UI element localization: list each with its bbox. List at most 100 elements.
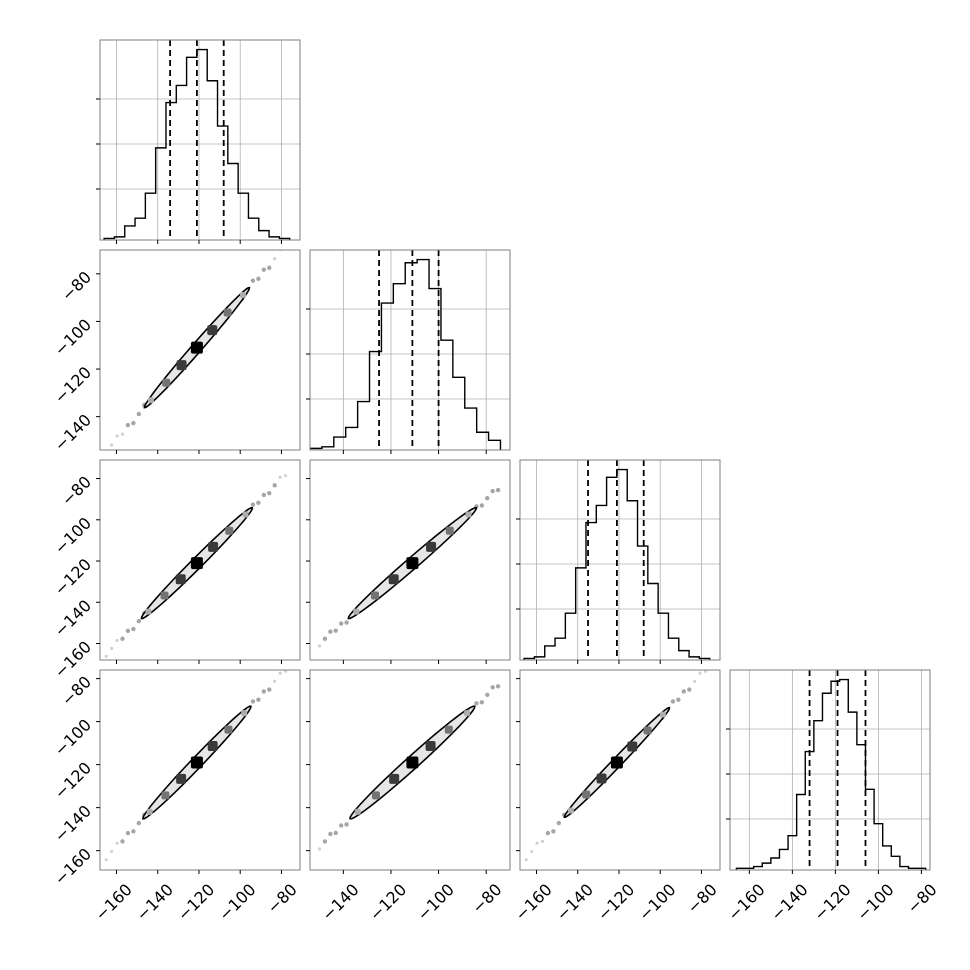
density-cell-3-0-2	[176, 773, 187, 784]
ytick-label-row2-0: −160	[51, 637, 96, 682]
ytick-label-row1-2: −100	[51, 315, 96, 360]
scatter-point-3-2-4	[545, 830, 551, 836]
scatter-point-1-0-33	[284, 246, 287, 249]
scatter-point-3-2-32	[698, 671, 702, 675]
scatter-point-3-2-2	[535, 841, 539, 845]
ytick-label-row1-3: −80	[58, 267, 95, 304]
scatter-point-3-1-3	[333, 830, 338, 836]
density-cell-3-2-4	[627, 741, 638, 752]
xtick-label-col1-1: −120	[366, 880, 411, 925]
ytick-label-row2-2: −120	[51, 555, 96, 600]
xtick-label-col1-3: −80	[468, 880, 505, 917]
scatter-point-3-1-2	[328, 831, 333, 837]
scatter-point-3-2-1	[530, 849, 534, 854]
scatter-point-1-0-6	[136, 411, 142, 417]
scatter-point-2-1-31	[485, 496, 490, 501]
density-cell-3-2-0	[567, 807, 574, 814]
density-cell-3-2-5	[643, 726, 652, 735]
panel-frame-3-3	[729, 669, 931, 871]
scatter-point-3-0-31	[273, 679, 277, 683]
scatter-point-3-2-33	[703, 670, 708, 673]
scatter-point-3-0-5	[131, 829, 136, 834]
scatter-point-3-1-33	[495, 684, 501, 689]
scatter-point-3-2-6	[556, 820, 562, 826]
density-panel-2-0	[104, 474, 288, 658]
scatter-point-3-1-4	[338, 823, 344, 828]
scatter-point-2-0-32	[278, 475, 282, 479]
density-cell-1-0-1	[162, 378, 171, 387]
scatter-point-3-2-3	[540, 839, 545, 843]
ytick-label-row2-4: −80	[58, 472, 95, 509]
density-cell-3-0-5	[224, 725, 233, 734]
scatter-point-2-0-27	[250, 502, 256, 507]
scatter-point-3-2-27	[670, 699, 676, 704]
scatter-point-3-0-0	[104, 858, 108, 862]
density-panel-3-2	[524, 670, 708, 862]
xtick-label-col2-4: −80	[683, 880, 720, 917]
scatter-point-2-0-6	[136, 618, 142, 624]
scatter-point-1-0-3	[120, 432, 125, 436]
ytick-label-row3-2: −120	[51, 758, 96, 803]
panel-frame-2-0	[99, 459, 301, 661]
ytick-label-row3-3: −100	[51, 715, 96, 760]
xtick-label-col3-1: −140	[767, 880, 812, 925]
scatter-point-2-0-5	[131, 626, 136, 632]
xtick-label-col0-0: −160	[91, 880, 136, 925]
ytick-label-row1-1: −120	[51, 363, 96, 408]
scatter-point-3-0-27	[250, 699, 256, 704]
histogram-3-steps	[735, 678, 927, 870]
scatter-point-2-0-0	[104, 654, 108, 658]
xtick-label-col3-0: −160	[724, 880, 769, 925]
scatter-point-2-0-1	[110, 646, 114, 650]
density-cell-1-0-5	[223, 308, 232, 317]
scatter-point-3-1-31	[485, 692, 490, 698]
panel-frame-2-2	[519, 459, 721, 661]
scatter-point-3-0-4	[125, 830, 131, 836]
scatter-point-3-1-29	[474, 701, 479, 706]
panel-frame-1-0	[99, 249, 301, 451]
scatter-point-2-0-29	[261, 492, 267, 498]
xtick-label-col0-1: −140	[133, 880, 178, 925]
histogram-panel-2	[520, 460, 720, 660]
panel-frame-3-0	[99, 669, 301, 871]
scatter-point-1-0-27	[250, 278, 256, 283]
density-cell-2-1-0	[353, 608, 360, 615]
scatter-point-3-0-29	[261, 689, 267, 694]
xtick-label-col2-3: −100	[635, 880, 680, 925]
scatter-point-2-1-5	[344, 620, 349, 625]
scatter-point-2-1-32	[490, 488, 495, 494]
density-cell-3-2-2	[596, 773, 607, 784]
xtick-label-col3-3: −100	[853, 880, 898, 925]
density-cell-2-1-6	[465, 511, 472, 518]
scatter-point-2-0-30	[267, 491, 272, 496]
ytick-label-row3-1: −140	[51, 801, 96, 846]
scatter-point-3-2-29	[681, 689, 687, 694]
density-cell-1-0-4	[207, 325, 218, 336]
histogram-panel-1	[310, 250, 510, 450]
scatter-point-1-0-29	[261, 267, 267, 272]
panel-frame-3-1	[309, 669, 511, 871]
scatter-point-2-1-33	[495, 487, 501, 493]
scatter-point-2-1-0	[317, 644, 322, 648]
scatter-point-3-0-33	[283, 670, 288, 673]
scatter-point-3-1-5	[344, 822, 349, 827]
panel-frame-2-1	[309, 459, 511, 661]
density-cell-3-0-0	[146, 808, 153, 815]
density-cell-2-1-1	[370, 591, 379, 600]
density-cell-2-0-5	[225, 526, 234, 535]
density-cell-3-2-3	[610, 756, 623, 769]
scatter-point-1-0-1	[110, 443, 114, 447]
density-cell-3-1-0	[354, 808, 361, 815]
scatter-point-3-0-28	[256, 697, 261, 702]
density-cell-2-1-2	[388, 574, 399, 585]
density-cell-2-0-2	[175, 574, 186, 585]
scatter-point-3-0-32	[278, 671, 282, 675]
density-cell-1-0-3	[190, 341, 203, 354]
density-panel-2-1	[317, 487, 501, 648]
density-panel-3-1	[317, 684, 501, 851]
xtick-label-col2-0: −160	[511, 880, 556, 925]
xtick-label-col3-2: −120	[810, 880, 855, 925]
density-cell-3-0-3	[190, 756, 203, 769]
ytick-label-row1-0: −140	[51, 410, 96, 455]
